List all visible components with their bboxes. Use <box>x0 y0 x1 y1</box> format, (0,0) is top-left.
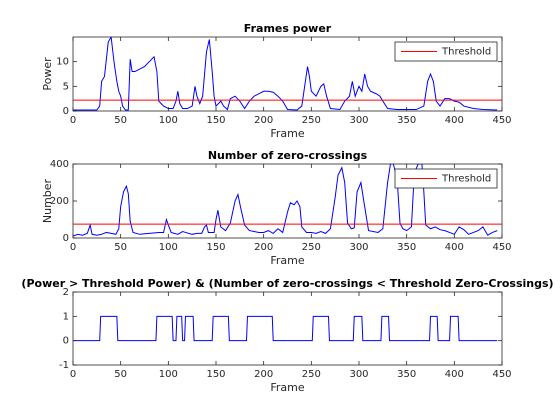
y-tick-label: 200 <box>50 196 69 207</box>
x-tick-label: 300 <box>349 369 368 380</box>
data-line <box>73 315 498 342</box>
x-tick-label: 250 <box>302 242 321 253</box>
plot-area <box>73 315 498 342</box>
x-tick-label: 200 <box>254 369 273 380</box>
y-tick-label: 0 <box>63 106 69 117</box>
x-tick-label: 100 <box>159 115 178 126</box>
x-tick-label: 400 <box>445 242 464 253</box>
x-tick-label: 150 <box>206 242 225 253</box>
x-tick-label: 250 <box>302 369 321 380</box>
x-tick-label: 300 <box>349 115 368 126</box>
x-axis-label: Frame <box>270 381 305 394</box>
x-axis-label: Frame <box>270 127 305 140</box>
data-line <box>73 164 498 237</box>
x-tick-label: 350 <box>397 369 416 380</box>
x-tick-label: 250 <box>302 115 321 126</box>
x-tick-label: 450 <box>492 242 511 253</box>
x-tick-label: 350 <box>397 242 416 253</box>
x-tick-label: 200 <box>254 242 273 253</box>
plot-area <box>73 37 502 111</box>
y-tick-label: 2 <box>63 287 69 298</box>
y-tick-label: 5 <box>63 81 69 92</box>
x-tick-label: 400 <box>445 369 464 380</box>
x-tick-label: 50 <box>114 115 127 126</box>
legend-label: Threshold <box>441 174 491 185</box>
x-tick-label: 450 <box>492 369 511 380</box>
y-tick-label: 0 <box>63 233 69 244</box>
x-tick-label: 200 <box>254 115 273 126</box>
x-tick-label: 50 <box>114 242 127 253</box>
legend-box <box>394 168 498 189</box>
chart-title: Frames power <box>244 22 332 35</box>
x-tick-label: 300 <box>349 242 368 253</box>
x-tick-label: 0 <box>70 242 76 253</box>
x-tick-label: 350 <box>397 115 416 126</box>
y-tick-label: 1 <box>63 311 69 322</box>
x-tick-label: 450 <box>492 115 511 126</box>
x-tick-label: 150 <box>206 115 225 126</box>
x-tick-label: 150 <box>206 369 225 380</box>
y-tick-label: 10 <box>56 57 69 68</box>
chart-title: (Power > Threshold Power) & (Number of z… <box>21 277 553 290</box>
y-axis-label: Power <box>41 57 54 91</box>
y-tick-label: 0 <box>63 336 69 347</box>
x-tick-label: 400 <box>445 115 464 126</box>
y-tick-label: 400 <box>50 159 69 170</box>
axes-box <box>72 36 503 112</box>
x-tick-label: 0 <box>70 115 76 126</box>
y-axis-label: Number <box>41 178 54 223</box>
x-tick-label: 100 <box>159 369 178 380</box>
x-tick-label: 0 <box>70 369 76 380</box>
axes-box <box>72 291 503 366</box>
y-tick-label: -1 <box>59 360 69 371</box>
x-axis-label: Frame <box>270 254 305 267</box>
x-tick-label: 50 <box>114 369 127 380</box>
x-tick-label: 100 <box>159 242 178 253</box>
plot-area <box>73 164 502 237</box>
chart-title: Number of zero-crossings <box>208 149 368 162</box>
legend-box <box>394 41 498 62</box>
data-line <box>73 37 498 111</box>
legend-label: Threshold <box>441 47 491 58</box>
